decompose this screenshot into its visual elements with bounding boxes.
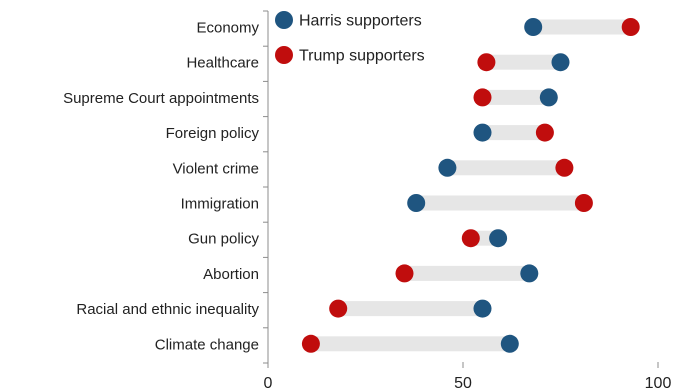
- legend-item-trump-supporters: Trump supporters: [275, 46, 425, 65]
- connector-foreign-policy: [482, 125, 545, 141]
- connector-racial-and-ethnic-inequality: [338, 301, 483, 317]
- legend-marker-trump-supporters: [275, 46, 293, 64]
- legend-label-trump-supporters: Trump supporters: [299, 48, 425, 65]
- legend: Harris supporters Trump supporters: [275, 11, 425, 65]
- connector-abortion: [404, 265, 530, 281]
- category-label-violent-crime: Violent crime: [173, 160, 259, 177]
- trump-supporters-point-foreign-policy: [535, 123, 554, 142]
- connector-supreme-court-appointments: [482, 89, 549, 105]
- connector-violent-crime: [447, 160, 565, 176]
- harris-supporters-point-abortion: [520, 264, 539, 283]
- category-label-racial-and-ethnic-inequality: Racial and ethnic inequality: [76, 301, 259, 318]
- category-labels: Economy Healthcare Supreme Court appointme…: [63, 20, 259, 354]
- category-label-foreign-policy: Foreign policy: [166, 125, 260, 142]
- trump-supporters-point-supreme-court-appointments: [473, 88, 492, 107]
- connector-healthcare: [486, 54, 561, 70]
- category-label-supreme-court-appointments: Supreme Court appointments: [63, 90, 259, 107]
- connector-immigration: [416, 195, 584, 211]
- trump-supporters-point-economy: [621, 18, 640, 36]
- harris-supporters-point-healthcare: [551, 53, 570, 72]
- category-label-climate-change: Climate change: [155, 336, 259, 353]
- legend-marker-harris-supporters: [275, 11, 293, 29]
- harris-supporters-point-climate-change: [500, 334, 519, 353]
- trump-supporters-point-violent-crime: [555, 158, 574, 177]
- trump-supporters-point-immigration: [574, 194, 593, 212]
- harris-supporters-point-gun-policy: [489, 229, 508, 248]
- harris-supporters-point-foreign-policy: [473, 123, 492, 142]
- x-tick-label-100: 100: [645, 375, 672, 390]
- category-label-healthcare: Healthcare: [186, 55, 259, 72]
- trump-supporters-point-climate-change: [301, 334, 320, 353]
- x-axis: 0 50 100: [264, 362, 672, 390]
- legend-label-harris-supporters: Harris supporters: [299, 13, 422, 30]
- harris-supporters-point-racial-and-ethnic-inequality: [473, 299, 492, 318]
- x-tick-label-0: 0: [264, 375, 273, 390]
- trump-supporters-point-racial-and-ethnic-inequality: [329, 299, 348, 318]
- connector-climate-change: [310, 336, 510, 352]
- y-axis: [263, 10, 269, 364]
- category-label-gun-policy: Gun policy: [188, 231, 259, 248]
- category-label-abortion: Abortion: [203, 266, 259, 283]
- trump-supporters-point-abortion: [395, 264, 414, 283]
- connector-economy: [533, 19, 631, 35]
- legend-item-harris-supporters: Harris supporters: [275, 11, 422, 30]
- harris-supporters-point-economy: [524, 18, 543, 36]
- harris-supporters-point-violent-crime: [438, 158, 457, 177]
- trump-supporters-point-gun-policy: [461, 229, 480, 248]
- category-label-economy: Economy: [196, 20, 259, 37]
- trump-supporters-point-healthcare: [477, 53, 496, 72]
- x-tick-label-50: 50: [454, 375, 472, 390]
- connector-bars: [310, 19, 631, 352]
- harris-supporters-point-immigration: [407, 194, 426, 212]
- category-label-immigration: Immigration: [181, 196, 259, 213]
- harris-supporters-point-supreme-court-appointments: [539, 88, 558, 107]
- data-points: [301, 18, 640, 353]
